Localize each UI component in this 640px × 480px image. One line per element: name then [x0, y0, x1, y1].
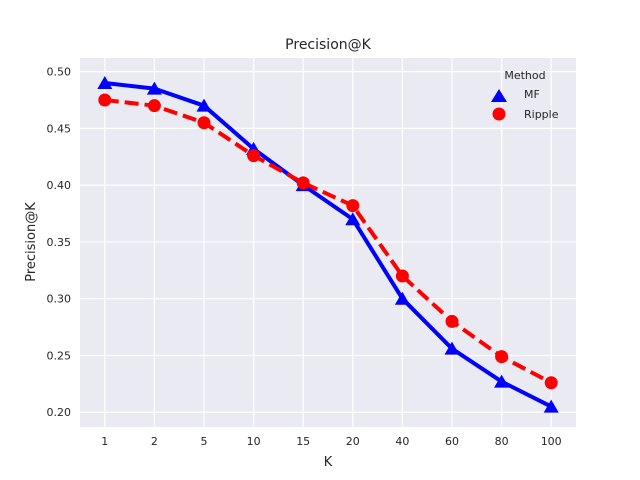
data-point-mf: [543, 399, 559, 413]
y-tick-label: 0.25: [47, 349, 72, 362]
x-tick-label: 10: [247, 435, 261, 448]
data-point-ripple: [445, 314, 459, 328]
y-tick-label: 0.20: [47, 406, 72, 419]
chart-title: Precision@K: [285, 37, 371, 53]
data-point-ripple: [346, 199, 360, 213]
x-ticks: 1 2 5 10 15 20 40 60 80 100: [101, 435, 561, 448]
data-point-mf: [494, 374, 510, 388]
legend-marker-ripple: [492, 107, 506, 121]
data-point-mf: [394, 291, 410, 305]
series-line-ripple: [104, 98, 553, 385]
y-tick-label: 0.30: [47, 293, 72, 306]
x-axis-label: K: [324, 455, 333, 470]
x-tick-label: 15: [296, 435, 310, 448]
x-tick-label: 40: [395, 435, 409, 448]
x-tick-label: 100: [541, 435, 562, 448]
series-line-mf: [104, 80, 553, 409]
data-point-ripple: [147, 99, 161, 113]
x-tick-label: 20: [346, 435, 360, 448]
data-point-mf: [97, 75, 113, 89]
data-point-mf: [444, 341, 460, 355]
y-tick-label: 0.45: [47, 122, 72, 135]
y-tick-label: 0.35: [47, 236, 72, 249]
x-tick-label: 80: [495, 435, 509, 448]
data-point-ripple: [296, 176, 310, 190]
legend-label-ripple: Ripple: [524, 108, 559, 121]
data-point-mf: [196, 98, 212, 112]
y-tick-label: 0.40: [47, 179, 72, 192]
data-point-ripple: [395, 269, 409, 283]
data-point-ripple: [495, 350, 509, 364]
data-point-ripple: [197, 116, 211, 130]
legend-label-mf: MF: [524, 88, 540, 101]
data-point-ripple: [544, 376, 558, 390]
y-axis-label: Precision@K: [24, 202, 39, 282]
series-layer: [97, 75, 559, 413]
y-ticks: 0.20 0.25 0.30 0.35 0.40 0.45 0.50: [47, 66, 72, 420]
x-tick-label: 60: [445, 435, 459, 448]
data-point-mf: [146, 81, 162, 95]
y-tick-label: 0.50: [47, 66, 72, 79]
x-tick-label: 5: [201, 435, 208, 448]
x-tick-label: 1: [101, 435, 108, 448]
data-point-ripple: [98, 93, 112, 107]
data-point-mf: [345, 212, 361, 226]
data-point-ripple: [247, 149, 261, 163]
legend-title: Method: [504, 69, 545, 82]
x-tick-label: 2: [151, 435, 158, 448]
legend-marker-mf: [491, 89, 507, 102]
legend: Method MF Ripple: [491, 69, 559, 121]
